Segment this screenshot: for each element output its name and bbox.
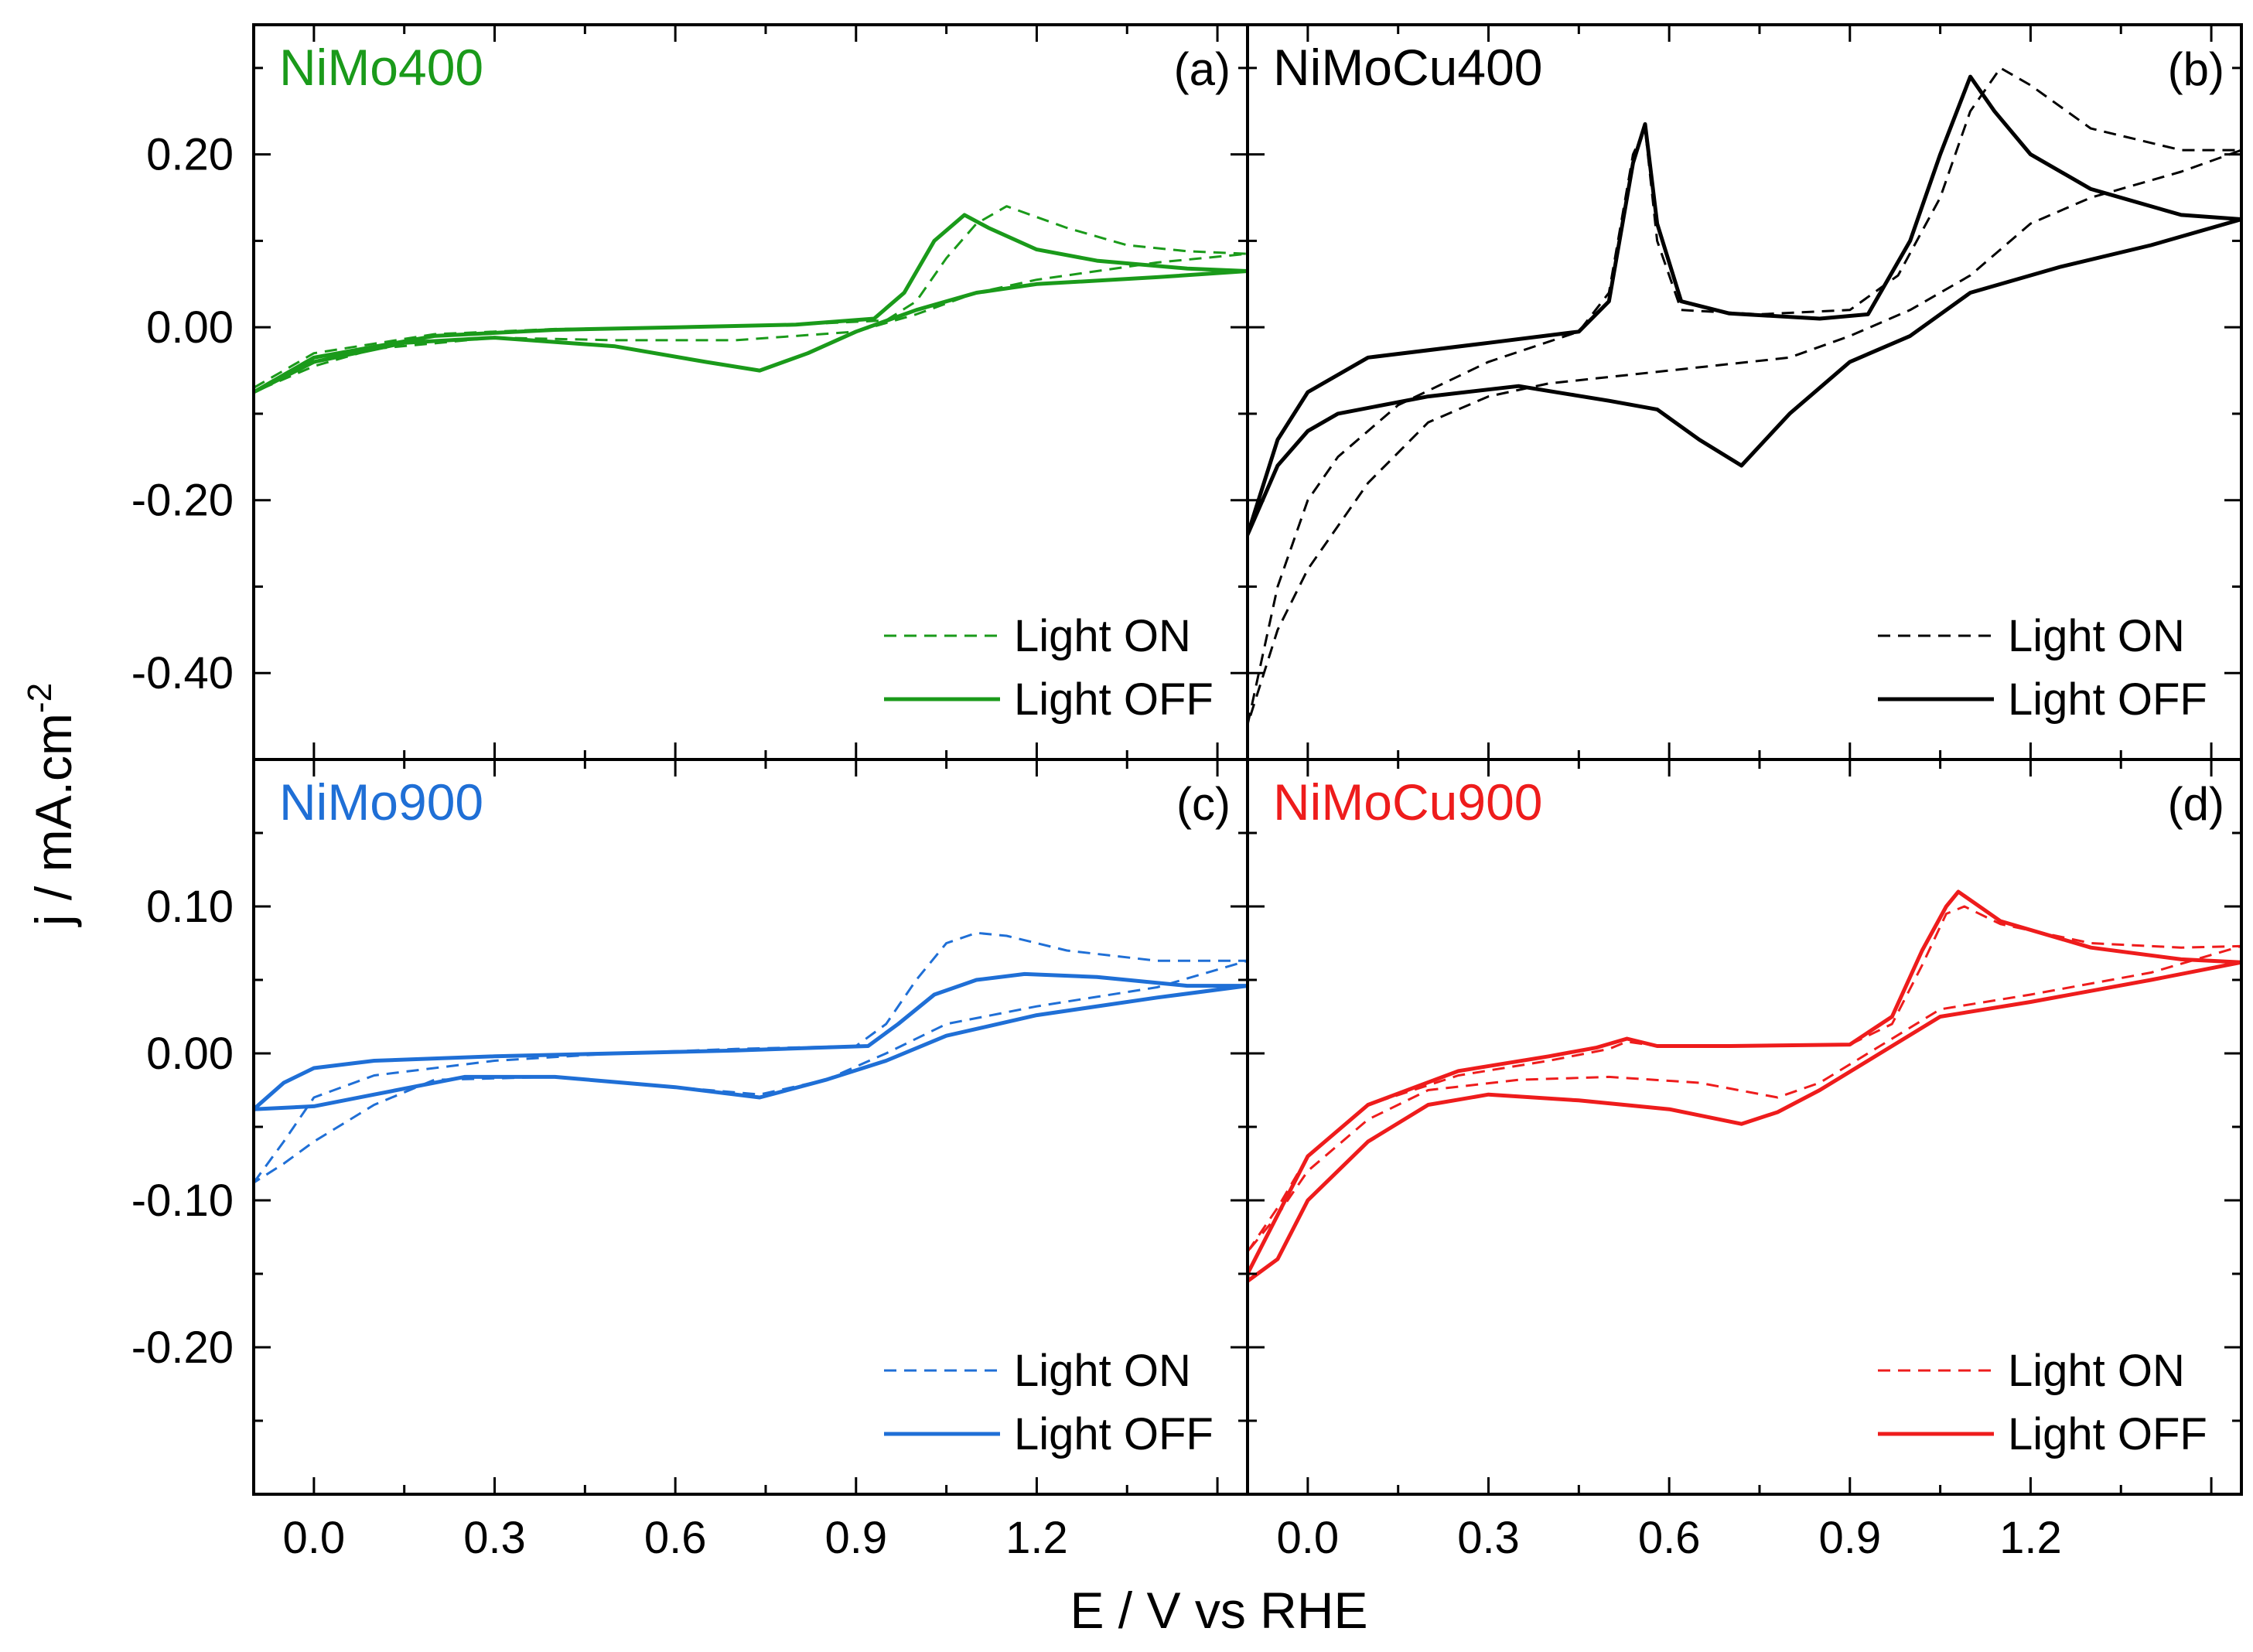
panel-d-x-tick-label: 0.0 bbox=[1277, 1513, 1340, 1563]
panel-a-legend-label-light-off: Light OFF bbox=[1014, 674, 1214, 725]
panel-a-series-light-on-curve bbox=[254, 205, 1248, 394]
panel-a-y-tick-label: -0.20 bbox=[131, 476, 234, 526]
panel-c-legend-label-light-on: Light ON bbox=[1014, 1346, 1191, 1396]
panel-b-series-light-off-curve bbox=[1248, 74, 2241, 537]
panel-c-x-tick-label: 0.0 bbox=[283, 1513, 346, 1563]
panel-b-legend-label-light-off: Light OFF bbox=[2008, 674, 2207, 725]
panel-d-x-tick-label: 1.2 bbox=[1999, 1513, 2062, 1563]
panel-a-y-tick-label: -0.40 bbox=[131, 648, 234, 698]
panel-d-letter: (d) bbox=[2168, 778, 2224, 830]
y-axis-title: j / mA.cm-2 bbox=[21, 683, 82, 927]
panel-c-series-light-off-curve bbox=[254, 971, 1248, 1111]
panel-c-y-tick-label: -0.10 bbox=[131, 1176, 234, 1226]
panel-d-frame bbox=[1246, 758, 2243, 1496]
panel-d-legend-label-light-off: Light OFF bbox=[2008, 1409, 2207, 1459]
panel-c-x-tick-label: 0.9 bbox=[824, 1513, 887, 1563]
panel-a-series-light-off-curve bbox=[254, 213, 1248, 394]
panel-c-y-tick-label: 0.10 bbox=[146, 882, 234, 932]
panel-c-legend-label-light-off: Light OFF bbox=[1014, 1409, 1214, 1459]
panel-d-title: NiMoCu900 bbox=[1273, 773, 1543, 831]
panel-d-x-tick-label: 0.3 bbox=[1457, 1513, 1520, 1563]
panel-c-letter: (c) bbox=[1176, 778, 1231, 830]
y-axis-title-text: j / mA.cm bbox=[25, 713, 82, 927]
panel-b-title: NiMoCu400 bbox=[1273, 39, 1543, 96]
panel-c-title: NiMo900 bbox=[279, 773, 483, 831]
panel-c-x-tick-label: 0.3 bbox=[463, 1513, 526, 1563]
panel-c-y-tick-label: 0.00 bbox=[146, 1029, 234, 1079]
panel-d-x-tick-label: 0.6 bbox=[1638, 1513, 1701, 1563]
panel-c-y-tick-label: -0.20 bbox=[131, 1323, 234, 1373]
panel-d-series-light-on-curve bbox=[1248, 905, 2241, 1253]
panel-b-letter: (b) bbox=[2168, 43, 2224, 95]
panel-a-y-tick-label: 0.20 bbox=[146, 130, 234, 180]
panel-d-series-light-off-curve bbox=[1248, 889, 2241, 1283]
panel-b-curves bbox=[1248, 67, 2241, 726]
panel-a-legend-label-light-on: Light ON bbox=[1014, 611, 1191, 661]
y-axis-title-superscript: -2 bbox=[21, 683, 59, 713]
panel-a-curves bbox=[254, 205, 1248, 394]
panel-d: 0.0 0.3 0.6 0.9 1.2 NiMoCu900 (d) Light ON Light… bbox=[1246, 758, 2243, 1563]
panel-d-x-tick-label: 0.9 bbox=[1818, 1513, 1881, 1563]
panel-c-ticks bbox=[254, 758, 1248, 1494]
x-axis-title: E / V vs RHE bbox=[1070, 1582, 1367, 1639]
panel-b-legend-label-light-on: Light ON bbox=[2008, 611, 2185, 661]
panel-c-x-tick-label: 0.6 bbox=[644, 1513, 707, 1563]
panel-c-curves bbox=[254, 931, 1248, 1184]
panel-a: 0.20 0.00 -0.20 -0.40 NiMo400 (a) Light ON Ligh… bbox=[131, 23, 1249, 761]
panel-a-letter: (a) bbox=[1174, 43, 1231, 95]
panel-d-curves bbox=[1248, 889, 2241, 1283]
panel-c-x-tick-label: 1.2 bbox=[1005, 1513, 1068, 1563]
panel-b: NiMoCu400 (b) Light ON Light OFF bbox=[1246, 23, 2243, 761]
panel-a-y-tick-label: 0.00 bbox=[146, 302, 234, 353]
panel-c: 0.10 0.00 -0.10 -0.20 0.0 0.3 0.6 0.9 1.2 NiMo900… bbox=[131, 758, 1249, 1563]
panel-a-title: NiMo400 bbox=[279, 39, 483, 96]
panel-d-legend-label-light-on: Light ON bbox=[2008, 1346, 2185, 1396]
